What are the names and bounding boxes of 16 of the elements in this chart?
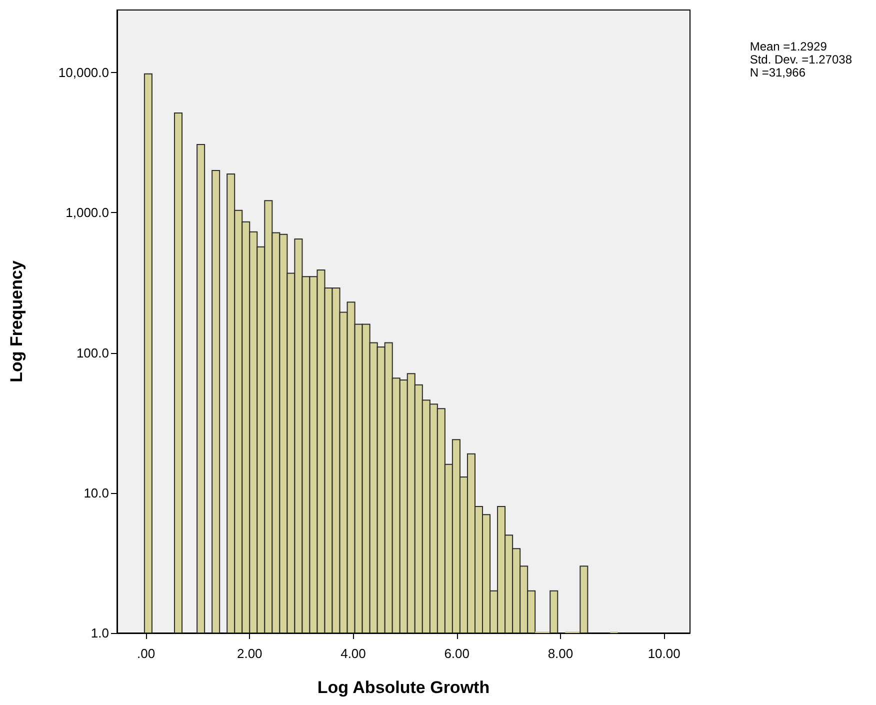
x-tick-label: .00	[136, 646, 156, 661]
y-axis-title: Log Frequency	[7, 260, 26, 382]
text: N =31,966	[750, 66, 806, 80]
text: Mean =1.2929	[750, 40, 828, 54]
y-tick-label: 1,000.0	[66, 205, 109, 220]
y-tick-label: 10,000.0	[58, 65, 109, 80]
x-tick-label: 4.00	[340, 646, 366, 661]
y-tick-label: 100.0	[76, 345, 109, 360]
x-tick-label: 8.00	[548, 646, 574, 661]
y-tick-label: 1.0	[90, 626, 109, 640]
text: Std. Dev. =1.27038	[750, 52, 852, 66]
x-axis-title: Log Absolute Growth	[317, 678, 490, 697]
x-tick-label: 10.00	[648, 646, 680, 661]
x-tick-label: 6.00	[444, 646, 470, 661]
y-tick-label: 10.0	[84, 485, 109, 500]
x-tick-label: 2.00	[236, 646, 262, 661]
